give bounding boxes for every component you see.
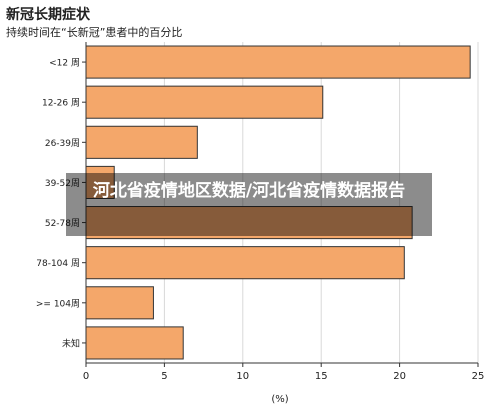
category-label-3: 39-52周 [45, 178, 80, 189]
category-label-2: 26-39周 [45, 138, 80, 149]
category-label-1: 12-26 周 [42, 98, 80, 109]
x-tick-label-1: 5 [161, 371, 167, 382]
x-tick-label-3: 15 [315, 371, 328, 382]
category-label-5: 78-104 周 [36, 258, 80, 269]
bar-5 [85, 246, 405, 280]
category-label-4: 52-78周 [45, 218, 80, 229]
category-label-7: 未知 [62, 337, 80, 349]
x-tick-label-5: 25 [472, 371, 485, 382]
chart-title: 新冠长期症状 [6, 7, 90, 23]
category-label-6: >= 104周 [36, 298, 80, 309]
chart-subtitle: 持续时间在“长新冠”患者中的百分比 [6, 26, 183, 39]
watermark-overlay: 河北省疫情地区数据/河北省疫情数据报告 [66, 173, 432, 236]
bar-3 [85, 165, 115, 199]
x-tick-label-0: 0 [83, 371, 89, 382]
bar-6 [85, 286, 154, 320]
x-axis-label: (%) [271, 394, 288, 405]
bar-1 [85, 85, 324, 119]
x-tick-label-2: 10 [236, 371, 249, 382]
bar-2 [85, 125, 198, 159]
bar-4 [85, 206, 413, 240]
x-tick-label-4: 20 [393, 371, 406, 382]
category-label-0: <12 周 [49, 58, 80, 69]
bar-7 [85, 326, 184, 360]
bar-0 [85, 45, 471, 79]
